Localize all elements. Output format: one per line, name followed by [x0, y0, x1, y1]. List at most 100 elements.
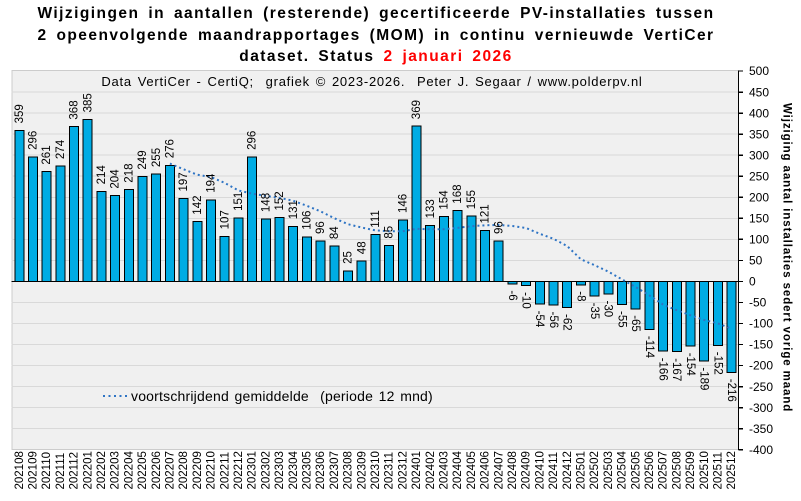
svg-text:142: 142 — [192, 196, 204, 215]
svg-text:450: 450 — [749, 85, 769, 99]
svg-text:-216: -216 — [725, 379, 737, 402]
svg-text:202501: 202501 — [576, 451, 588, 489]
svg-text:-400: -400 — [749, 443, 773, 457]
svg-text:274: 274 — [55, 139, 67, 159]
svg-text:202409: 202409 — [521, 451, 533, 489]
svg-text:-200: -200 — [749, 359, 773, 373]
svg-text:Wijziging aantal installaties: Wijziging aantal installaties sedert vor… — [781, 103, 793, 412]
svg-text:202306: 202306 — [315, 451, 327, 489]
svg-text:261: 261 — [41, 145, 53, 164]
svg-text:48: 48 — [356, 241, 368, 254]
svg-text:202305: 202305 — [302, 451, 314, 489]
svg-text:-62: -62 — [561, 314, 573, 331]
svg-text:296: 296 — [28, 131, 40, 150]
svg-text:202508: 202508 — [671, 451, 683, 489]
svg-text:-65: -65 — [629, 315, 641, 332]
svg-text:155: 155 — [466, 190, 478, 209]
svg-text:-55: -55 — [615, 311, 627, 328]
svg-text:194: 194 — [206, 173, 218, 193]
svg-text:202407: 202407 — [493, 451, 505, 489]
svg-text:148: 148 — [260, 193, 272, 212]
svg-text:202206: 202206 — [151, 451, 163, 489]
svg-text:-189: -189 — [698, 367, 710, 390]
svg-text:106: 106 — [302, 211, 314, 230]
svg-text:-30: -30 — [602, 301, 614, 318]
svg-text:0: 0 — [749, 275, 756, 289]
svg-text:202302: 202302 — [260, 451, 272, 489]
svg-text:202304: 202304 — [288, 451, 300, 490]
svg-text:-150: -150 — [749, 338, 773, 352]
svg-text:-250: -250 — [749, 380, 773, 394]
svg-text:202204: 202204 — [123, 451, 135, 490]
svg-text:96: 96 — [315, 221, 327, 234]
svg-text:202506: 202506 — [644, 451, 656, 489]
svg-text:202110: 202110 — [41, 452, 53, 490]
svg-text:202310: 202310 — [370, 451, 382, 489]
svg-text:202411: 202411 — [548, 452, 560, 490]
svg-text:202207: 202207 — [165, 451, 177, 489]
svg-text:-114: -114 — [643, 336, 655, 359]
svg-text:151: 151 — [233, 192, 245, 211]
svg-text:-54: -54 — [533, 311, 545, 328]
svg-text:202507: 202507 — [658, 451, 670, 489]
svg-text:202301: 202301 — [247, 451, 259, 489]
svg-text:84: 84 — [329, 226, 341, 239]
svg-text:202308: 202308 — [343, 451, 355, 489]
svg-text:25: 25 — [343, 251, 355, 264]
svg-text:202503: 202503 — [603, 451, 615, 489]
svg-text:-35: -35 — [588, 303, 600, 320]
svg-text:202108: 202108 — [14, 451, 26, 489]
svg-text:202309: 202309 — [356, 451, 368, 489]
svg-text:249: 249 — [137, 150, 149, 169]
svg-text:202212: 202212 — [233, 451, 245, 489]
svg-text:368: 368 — [69, 100, 81, 119]
svg-text:152: 152 — [274, 191, 286, 210]
svg-text:202201: 202201 — [82, 451, 94, 489]
svg-text:214: 214 — [96, 165, 108, 185]
svg-text:154: 154 — [439, 190, 451, 210]
svg-text:202112: 202112 — [69, 452, 81, 490]
svg-text:202401: 202401 — [411, 451, 423, 489]
svg-text:202502: 202502 — [589, 451, 601, 489]
svg-text:202405: 202405 — [466, 451, 478, 489]
svg-text:-152: -152 — [711, 352, 723, 375]
svg-text:-167: -167 — [670, 358, 682, 381]
svg-text:202109: 202109 — [28, 451, 40, 489]
svg-text:150: 150 — [749, 212, 769, 226]
svg-text:121: 121 — [480, 204, 492, 223]
svg-text:202510: 202510 — [699, 451, 711, 489]
svg-text:85: 85 — [384, 226, 396, 239]
svg-text:202303: 202303 — [274, 451, 286, 489]
svg-text:202505: 202505 — [630, 451, 642, 489]
svg-text:202111: 202111 — [55, 453, 67, 490]
svg-text:385: 385 — [82, 93, 94, 112]
svg-text:96: 96 — [493, 221, 505, 234]
svg-text:202509: 202509 — [685, 451, 697, 489]
svg-text:-8: -8 — [574, 291, 586, 301]
svg-text:202404: 202404 — [452, 451, 464, 490]
svg-text:111: 111 — [370, 210, 382, 227]
svg-text:200: 200 — [749, 191, 769, 205]
svg-text:-10: -10 — [520, 292, 532, 309]
svg-text:204: 204 — [110, 169, 122, 189]
svg-text:-166: -166 — [657, 358, 669, 381]
svg-text:202511: 202511 — [713, 452, 725, 490]
svg-text:168: 168 — [452, 185, 464, 204]
svg-text:400: 400 — [749, 106, 769, 120]
svg-text:-100: -100 — [749, 317, 773, 331]
svg-text:107: 107 — [219, 210, 231, 229]
svg-text:202402: 202402 — [425, 451, 437, 489]
svg-text:50: 50 — [749, 254, 763, 268]
svg-text:202504: 202504 — [617, 451, 629, 490]
svg-text:359: 359 — [14, 104, 26, 123]
svg-text:202410: 202410 — [534, 451, 546, 489]
svg-text:202403: 202403 — [439, 451, 451, 489]
svg-text:202209: 202209 — [192, 451, 204, 489]
svg-text:-350: -350 — [749, 422, 773, 436]
svg-text:-50: -50 — [749, 296, 767, 310]
svg-text:500: 500 — [749, 64, 769, 78]
svg-text:202512: 202512 — [726, 451, 738, 489]
svg-text:202205: 202205 — [137, 451, 149, 489]
svg-text:133: 133 — [425, 199, 437, 218]
svg-text:296: 296 — [247, 131, 259, 150]
